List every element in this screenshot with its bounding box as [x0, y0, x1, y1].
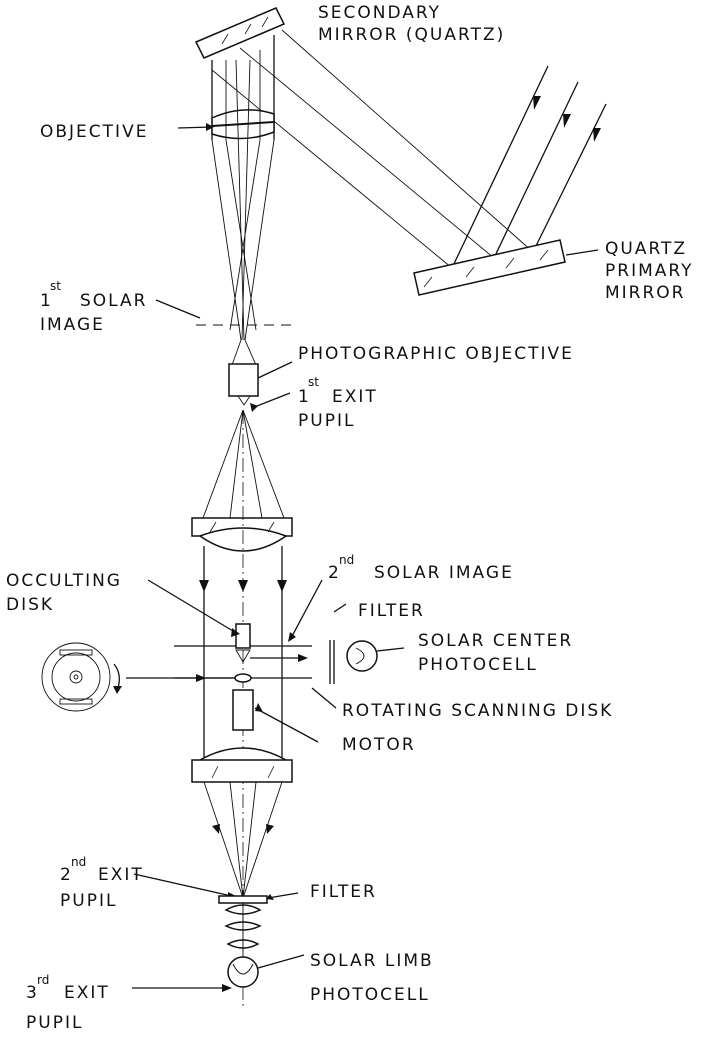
first-solar-image-sup: st: [50, 279, 61, 293]
upper-lens: [191, 517, 293, 552]
second-exit-pupil: [133, 873, 299, 904]
quartz-primary-label-1: QUARTZ: [605, 239, 687, 259]
occulting-disk-label: OCCULTING: [6, 571, 122, 591]
secondary-mirror: [194, 7, 286, 59]
motor-label: MOTOR: [342, 735, 416, 755]
relay-lenses: [224, 903, 262, 962]
third-exit-pupil-label: EXIT: [64, 983, 110, 1003]
third-exit-pupil-label-2: PUPIL: [26, 1013, 83, 1033]
second-exit-pupil-sup: nd: [71, 855, 86, 869]
second-solar-image-sup: nd: [339, 553, 354, 567]
reflected-rays: [211, 29, 534, 269]
diverging-rays: [202, 409, 285, 519]
first-solar-image-label-2: IMAGE: [40, 315, 105, 335]
third-exit-pupil: [132, 984, 232, 992]
rotating-disk-label: ROTATING SCANNING DISK: [342, 701, 613, 721]
filter-bottom-label: FILTER: [310, 882, 377, 902]
solar-center-label: SOLAR CENTER: [418, 631, 573, 651]
first-exit-pupil-num: 1: [298, 387, 311, 407]
second-exit-pupil-label-2: PUPIL: [60, 891, 117, 911]
first-exit-pupil-label-2: PUPIL: [298, 411, 355, 431]
objective-lens: [177, 35, 275, 140]
photographic-objective-label: PHOTOGRAPHIC OBJECTIVE: [298, 344, 574, 364]
solar-center-label-2: PHOTOCELL: [418, 655, 538, 675]
first-exit-pupil: [250, 392, 291, 412]
rotating-scanning-disk: [41, 642, 337, 712]
second-solar-image-label: SOLAR IMAGE: [374, 563, 514, 583]
solar-limb-label: SOLAR LIMB: [310, 951, 434, 971]
second-exit-pupil-num: 2: [60, 865, 73, 885]
occulting-disk: [147, 579, 323, 663]
first-solar-image-num: 1: [40, 291, 53, 311]
first-exit-pupil-label: EXIT: [332, 387, 378, 407]
objective-label: OBJECTIVE: [40, 122, 148, 142]
filter-top-label: FILTER: [358, 601, 425, 621]
solar-center-photocell: [250, 603, 405, 684]
lower-converging-rays: [203, 781, 283, 899]
converging-rays: [211, 50, 275, 366]
first-exit-pupil-sup: st: [308, 375, 319, 389]
second-exit-pupil-label: EXIT: [98, 865, 144, 885]
quartz-primary-label-2: PRIMARY: [605, 261, 693, 281]
lower-lens: [191, 747, 293, 783]
incoming-rays: [451, 65, 607, 269]
motor: [232, 689, 319, 743]
photographic-objective: [228, 361, 293, 406]
quartz-primary-label-3: MIRROR: [605, 283, 686, 303]
secondary-mirror-label: SECONDARY: [318, 3, 441, 23]
first-solar-image-label: SOLAR: [80, 291, 147, 311]
primary-mirror: [413, 239, 599, 296]
solar-limb-photocell: [227, 954, 305, 988]
first-solar-leader: [155, 299, 201, 319]
third-exit-pupil-sup: rd: [37, 973, 49, 987]
third-exit-pupil-num: 3: [26, 983, 39, 1003]
occulting-disk-label-2: DISK: [6, 595, 54, 615]
secondary-mirror-label-2: MIRROR (QUARTZ): [318, 25, 505, 45]
second-solar-image-num: 2: [328, 563, 341, 583]
solar-limb-label-2: PHOTOCELL: [310, 985, 430, 1005]
